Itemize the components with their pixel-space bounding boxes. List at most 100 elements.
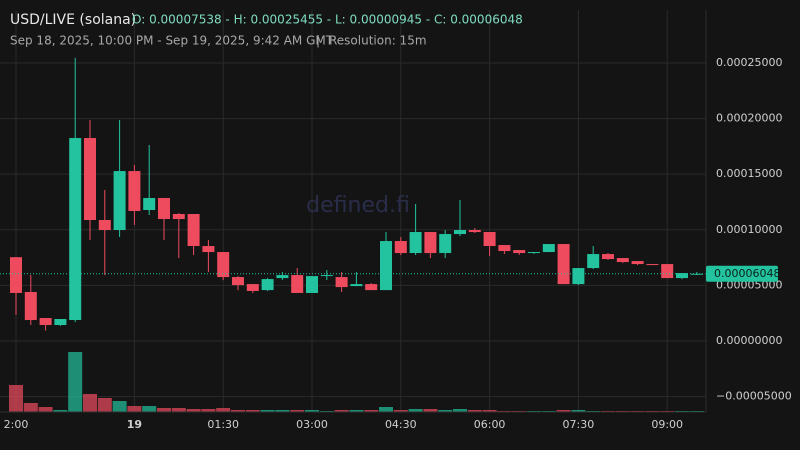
y-tick-label: −0.00005000 [716, 390, 792, 403]
candle-body [143, 197, 156, 210]
candle-body [10, 257, 22, 293]
candle-body [172, 214, 185, 220]
candle-body [646, 264, 659, 266]
volume-bar [275, 410, 290, 412]
candle-body [98, 220, 111, 231]
volume-bar [245, 410, 260, 412]
candle-body [202, 246, 215, 253]
volume-bar [38, 407, 53, 412]
last-price-box [706, 265, 778, 282]
candle-body [350, 284, 363, 287]
volume-bar [364, 410, 379, 412]
candle-body [380, 241, 392, 291]
volume-bar [393, 410, 408, 412]
ohlc-summary: O: 0.00007538 - H: 0.00025455 - L: 0.000… [132, 13, 523, 27]
candle-body [439, 234, 452, 254]
candle-body [587, 254, 600, 269]
volume-bar [83, 394, 97, 412]
candle-body [409, 232, 422, 254]
volume-bar [379, 407, 393, 412]
volume-bar [482, 410, 497, 412]
candle-body [335, 277, 348, 288]
candle-body [291, 275, 304, 293]
candle-body [246, 284, 259, 291]
candle-body [572, 268, 585, 285]
volume-bar [231, 410, 245, 412]
candle-body [454, 230, 466, 235]
candle-body [84, 138, 96, 221]
volume-bar [305, 410, 319, 412]
candle-body [320, 275, 333, 277]
candle-body [468, 230, 481, 233]
x-tick-label: 06:00 [474, 418, 506, 431]
volume-bar [334, 410, 349, 412]
x-tick-label: 09:00 [651, 418, 683, 431]
candle-body [113, 171, 126, 231]
y-tick-label: 0.00025000 [716, 56, 782, 69]
volume-bar [556, 410, 571, 412]
volume-bar [127, 406, 142, 412]
volume-bar [171, 408, 186, 412]
separator: | [316, 34, 320, 48]
volume-bar [467, 410, 482, 412]
volume-bar [260, 410, 275, 412]
candle-body [232, 277, 244, 286]
volume-bar [349, 410, 364, 412]
watermark: defined.fi [306, 193, 410, 218]
candle-body [69, 138, 82, 321]
candle-body [513, 250, 526, 254]
volume-bar [53, 410, 68, 412]
candle-body [217, 252, 230, 278]
y-tick-label: 0.00010000 [716, 223, 782, 236]
volume-bar [453, 409, 467, 412]
candle-body [616, 258, 629, 263]
x-tick-label: 2:00 [4, 418, 29, 431]
volume-bar [290, 410, 305, 412]
candle-body [306, 276, 318, 293]
y-tick-label: 0.00020000 [716, 112, 782, 125]
volume-bar [142, 406, 157, 412]
volume-bar [9, 385, 23, 412]
volume-bar [201, 409, 216, 412]
volume-bar [68, 352, 83, 412]
x-tick-label: 03:00 [296, 418, 328, 431]
candle-body [187, 214, 200, 247]
candle-body [483, 232, 496, 247]
candle-body [128, 171, 141, 211]
volume-bar [216, 408, 231, 412]
volume-bar [423, 409, 438, 412]
volume-bar [408, 409, 423, 412]
x-tick-label: 07:30 [563, 418, 595, 431]
x-tick-label: 04:30 [385, 418, 417, 431]
candle-body [39, 318, 52, 326]
candle-body [557, 244, 570, 285]
volume-bar [112, 401, 127, 412]
y-tick-label: 0.00000000 [716, 334, 782, 347]
candle-body [676, 273, 688, 279]
candle-body [661, 264, 674, 279]
candle-body [276, 275, 289, 279]
volume-bar [97, 398, 112, 412]
volume-bar [157, 408, 171, 412]
y-tick-label: 0.00015000 [716, 167, 782, 180]
x-tick-label: 01:30 [207, 418, 239, 431]
last-price-label: 0.00006048 [714, 267, 780, 280]
candle-body [54, 319, 67, 326]
candle-body [394, 241, 407, 254]
candle-body [498, 245, 511, 252]
candle-body [24, 291, 37, 321]
volume-bar [571, 410, 586, 412]
candle-body [261, 279, 274, 291]
candle-body [528, 252, 540, 254]
candle-body [158, 197, 170, 220]
chart-title: USD/LIVE (solana) [10, 12, 136, 28]
candle-body [542, 244, 555, 253]
candle-body [631, 261, 644, 265]
candle-body [602, 254, 614, 260]
resolution: Resolution: 15m [329, 34, 427, 48]
date-range: Sep 18, 2025, 10:00 PM - Sep 19, 2025, 9… [10, 34, 334, 48]
candle-body [424, 232, 437, 254]
